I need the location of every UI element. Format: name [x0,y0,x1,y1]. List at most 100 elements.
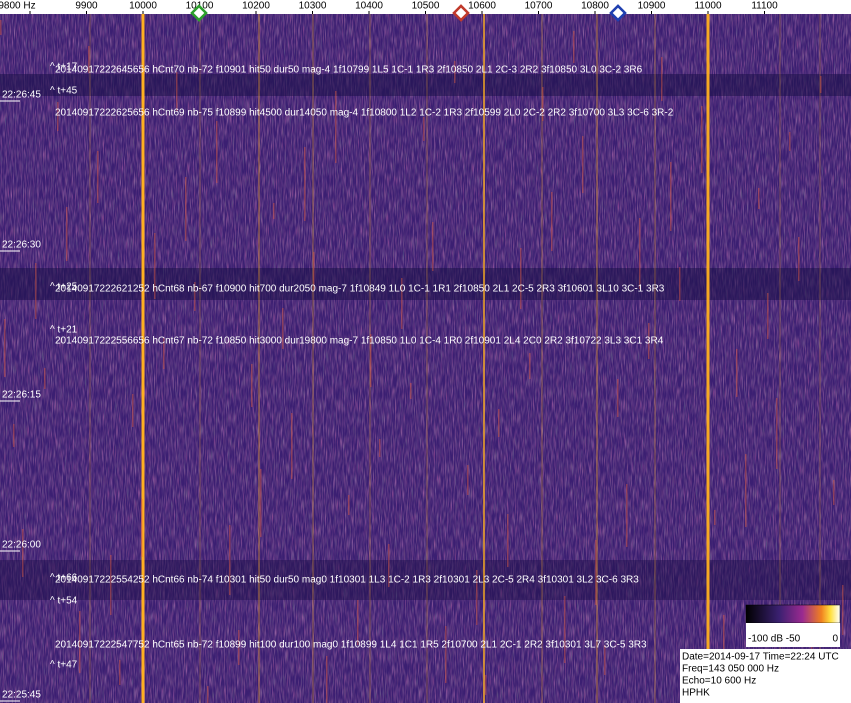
signal-streak [357,600,359,645]
signal-streak [207,686,209,703]
time-marker: ^ t+25 [50,282,78,293]
signal-streak [97,151,99,203]
signal-streak [119,660,121,685]
signal-streak [88,46,90,73]
time-label: 22:26:45 [2,90,41,101]
signal-streak [701,106,703,173]
freq-label: 10300 [299,1,327,12]
signal-streak [89,14,91,703]
signal-streak [369,14,371,703]
freq-marker [190,4,208,22]
signal-streak [379,439,381,457]
signal-streak [13,424,15,447]
signal-streak [582,136,584,193]
signal-streak [520,248,522,309]
signal-streak [238,630,240,665]
freq-label: 9800 Hz [0,1,36,12]
signal-streak [789,132,791,151]
freq-marker [452,4,470,22]
signal-streak [648,323,650,359]
signal-streak [573,31,575,63]
freq-label: 10600 [468,1,496,12]
signal-streak [141,14,145,703]
signal-streak [79,611,81,673]
info-line: Date=2014-09-17 Time=22:24 UTC [682,652,839,663]
signal-streak [335,91,337,163]
signal-streak [819,14,821,703]
freq-label: 11100 [751,1,778,12]
signal-streak [595,540,597,605]
color-scale-label: 0 [832,634,838,645]
signal-streak [229,525,231,595]
signal-streak [723,615,725,655]
info-box [680,649,851,703]
signal-streak [260,469,262,537]
freq-marker [609,4,627,22]
signal-streak [542,87,544,121]
signal-streak [251,364,253,407]
freq-label: 10700 [525,1,553,12]
signal-streak [258,14,260,703]
freq-label: 10200 [242,1,270,12]
info-line: Freq=143 050 000 Hz [682,664,779,675]
freq-axis-bar [0,0,851,14]
signal-streak [833,480,835,505]
signal-streak [273,203,275,219]
signal-streak [529,353,531,379]
signal-streak [154,233,156,299]
color-scale-label: -100 dB [748,634,783,645]
freq-label: 10500 [412,1,440,12]
annotations: 22:26:45 22:26:30 22:26:15 22:26:00 22:25:45… [0,62,674,702]
signal-streak [454,61,456,83]
time-marker: ^ t+66 [50,573,78,584]
dark-band [0,74,851,96]
signal-streak [564,596,566,663]
time-marker: ^ t+47 [50,660,78,671]
signal-streak [426,14,428,703]
signal-streak [44,368,46,389]
signal-streak [0,20,2,35]
signal-streak [176,72,178,111]
detection-line: 20140917222547752 hCnt65 nb-72 f10899 hi… [55,640,647,651]
freq-label: 10800 [581,1,609,12]
signal-streak [304,147,306,221]
signal-streak [596,14,598,703]
signal-streak [22,529,24,577]
signal-streak [767,293,769,339]
signal-streak [57,102,59,131]
signal-streak [679,267,681,301]
signal-streak [639,218,641,289]
signal-streak [476,570,478,625]
signal-streak [626,484,628,547]
signal-streak [706,14,710,703]
signal-streak [745,454,747,527]
signal-streak [199,14,201,703]
signal-streak [370,334,372,387]
time-label: 22:26:15 [2,390,41,401]
signal-streak [467,465,469,495]
signal-streak [282,308,284,349]
signal-streak [326,656,328,703]
detection-line: 20140917222556656 hCnt67 nb-72 f10850 hi… [55,336,664,347]
signal-streak [291,413,293,479]
signal-streak [423,117,425,141]
signal-streak [498,409,500,437]
time-marker: ^ t+17 [50,62,78,73]
signal-streak [216,121,218,183]
signal-streak [617,379,619,417]
signal-streak [66,207,68,261]
time-marker: ^ t+54 [50,596,78,607]
detection-line: 20140917222621252 hCnt68 nb-67 f10900 hi… [55,284,665,295]
color-scale-bar [745,604,841,624]
signal-streak [432,222,434,271]
signal-streak [401,278,403,329]
signal-streak [507,514,509,567]
signal-streak [410,383,412,399]
signal-streak [445,626,447,683]
signal-streak [670,162,672,231]
time-label: 22:26:30 [2,240,41,251]
signal-lines [0,14,844,703]
signal-streak [348,495,350,515]
freq-label: 9900 [75,1,98,12]
